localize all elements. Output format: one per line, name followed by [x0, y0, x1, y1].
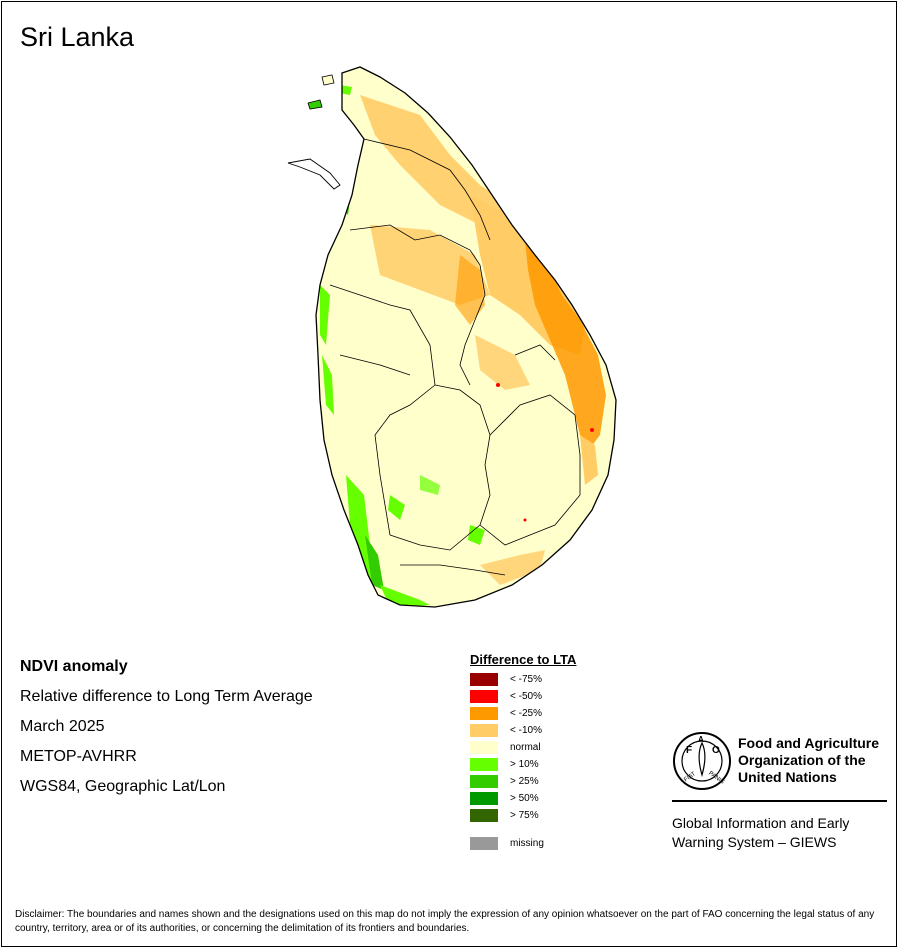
giews-line: Warning System – GIEWS — [672, 834, 837, 850]
legend-label: > 25% — [510, 775, 539, 787]
legend-item: missing — [470, 836, 544, 850]
disclaimer-text: Disclaimer: The boundaries and names sho… — [15, 909, 875, 934]
legend-item: > 75% — [470, 808, 539, 822]
legend-title: Difference to LTA — [470, 652, 577, 667]
info-sensor: METOP-AVHRR — [20, 748, 137, 765]
legend-item: < -75% — [470, 672, 542, 686]
fao-logo-f: F — [686, 745, 692, 756]
legend-label: > 10% — [510, 758, 539, 770]
legend-item: normal — [470, 740, 541, 754]
fao-name-line: Organization of the — [738, 752, 866, 768]
map-title: Sri Lanka — [20, 22, 135, 52]
giews-label: Global Information and Early Warning Sys… — [672, 814, 887, 852]
legend-label: < -75% — [510, 673, 542, 685]
fao-logo-o: O — [712, 745, 720, 756]
fao-divider — [672, 800, 887, 802]
legend-swatch — [470, 723, 498, 737]
legend-item: < -25% — [470, 706, 542, 720]
legend-swatch — [470, 808, 498, 822]
legend-swatch — [470, 740, 498, 754]
legend-swatch — [470, 836, 498, 850]
legend-swatch — [470, 791, 498, 805]
legend-item: < -50% — [470, 689, 542, 703]
legend-label: normal — [510, 741, 541, 753]
legend-swatch — [470, 672, 498, 686]
fao-organization-name: Food and Agriculture Organization of the… — [738, 735, 898, 786]
info-projection: WGS84, Geographic Lat/Lon — [20, 778, 226, 795]
legend-label: > 50% — [510, 792, 539, 804]
legend-swatch — [470, 706, 498, 720]
sri-lanka-map — [287, 66, 617, 608]
legend-swatch — [470, 757, 498, 771]
legend-swatch — [470, 774, 498, 788]
fao-name-line: United Nations — [738, 769, 837, 785]
legend-label: < -10% — [510, 724, 542, 736]
legend-item: > 25% — [470, 774, 539, 788]
info-title: NDVI anomaly — [20, 658, 128, 675]
legend-item: > 10% — [470, 757, 539, 771]
fao-name-line: Food and Agriculture — [738, 735, 880, 751]
fao-logo-icon: F A O FIAT PANIS — [673, 732, 731, 790]
fao-logo-a: A — [698, 735, 704, 744]
legend-swatch — [470, 689, 498, 703]
legend-label: < -25% — [510, 707, 542, 719]
legend-label: < -50% — [510, 690, 542, 702]
legend-label: > 75% — [510, 809, 539, 821]
legend-item: < -10% — [470, 723, 542, 737]
fao-logo-panis: PANIS — [707, 771, 725, 786]
legend-item: > 50% — [470, 791, 539, 805]
legend-label: missing — [510, 837, 544, 849]
info-date: March 2025 — [20, 718, 105, 735]
info-description: Relative difference to Long Term Average — [20, 688, 313, 705]
giews-line: Global Information and Early — [672, 815, 850, 831]
